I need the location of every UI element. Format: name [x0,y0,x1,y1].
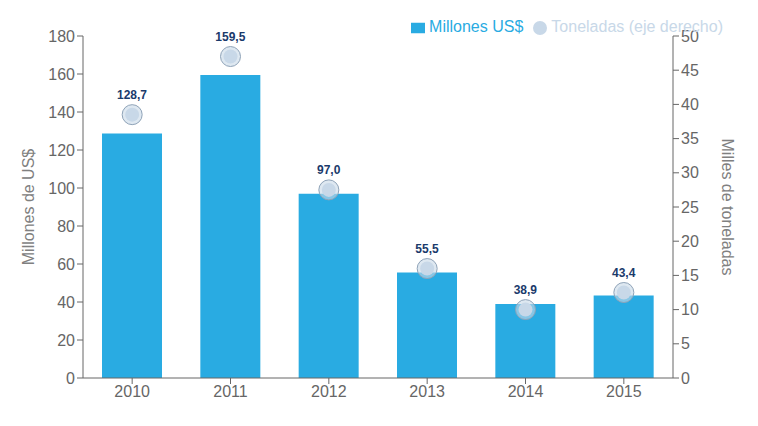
svg-text:10: 10 [681,301,699,318]
svg-text:2012: 2012 [311,383,347,400]
svg-text:25: 25 [681,199,699,216]
svg-text:160: 160 [48,66,75,83]
svg-text:30: 30 [681,164,699,181]
svg-text:2014: 2014 [508,383,544,400]
svg-text:Milles de toneladas: Milles de toneladas [719,139,736,276]
svg-text:40: 40 [681,96,699,113]
svg-text:20: 20 [57,332,75,349]
svg-text:2011: 2011 [213,383,248,400]
svg-text:5: 5 [681,335,690,352]
svg-text:38,9: 38,9 [514,283,538,297]
svg-text:180: 180 [48,28,75,45]
svg-text:120: 120 [48,142,75,159]
svg-text:55,5: 55,5 [415,242,439,256]
svg-text:140: 140 [48,104,75,121]
svg-text:159,5: 159,5 [215,30,245,44]
svg-text:97,0: 97,0 [317,163,341,177]
svg-text:128,7: 128,7 [117,88,147,102]
svg-text:2010: 2010 [114,383,150,400]
svg-text:100: 100 [48,180,75,197]
svg-text:Millones de US$: Millones de US$ [20,149,37,266]
svg-text:15: 15 [681,267,699,284]
svg-text:35: 35 [681,130,699,147]
svg-text:2013: 2013 [409,383,445,400]
svg-text:43,4: 43,4 [612,266,636,280]
svg-text:0: 0 [66,370,75,387]
svg-text:80: 80 [57,218,75,235]
svg-text:0: 0 [681,370,690,387]
svg-text:2015: 2015 [606,383,642,400]
svg-text:20: 20 [681,233,699,250]
svg-text:50: 50 [681,28,699,45]
svg-text:45: 45 [681,62,699,79]
svg-text:40: 40 [57,294,75,311]
svg-text:60: 60 [57,256,75,273]
